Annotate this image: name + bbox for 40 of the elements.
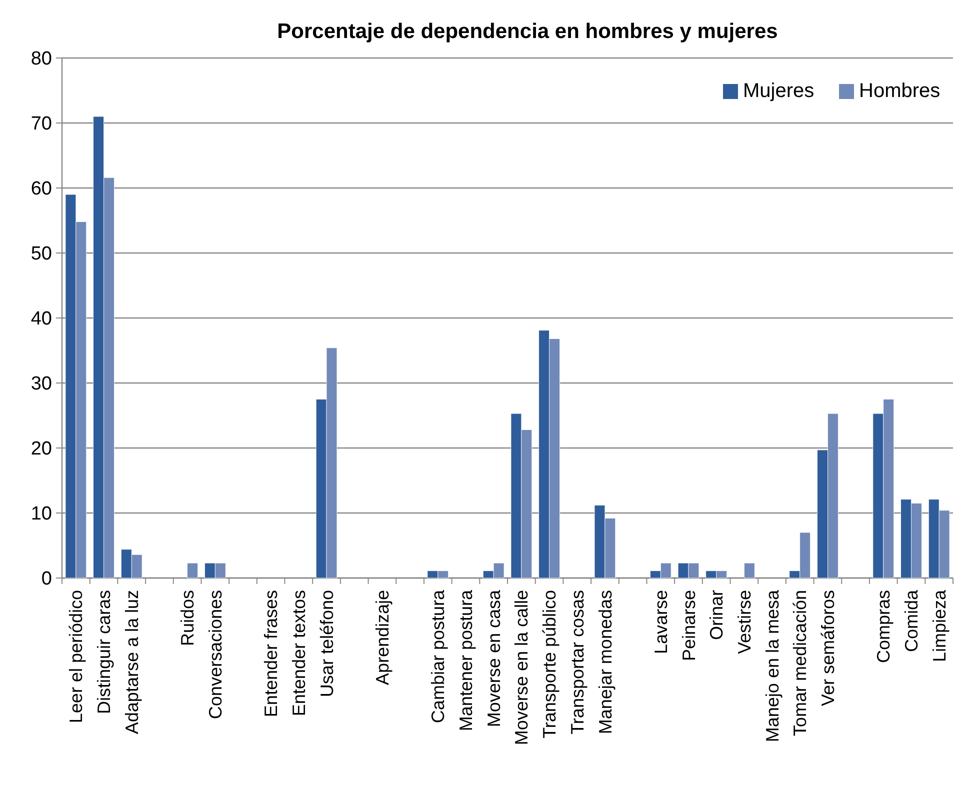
legend-label: Hombres bbox=[859, 80, 940, 102]
x-tick-label: Transportar cosas bbox=[567, 590, 588, 734]
bar bbox=[744, 562, 755, 578]
x-tick-label: Entender textos bbox=[288, 590, 309, 716]
x-tick-label: Mantener postura bbox=[456, 589, 476, 732]
y-tick-label: 40 bbox=[30, 308, 52, 330]
bar bbox=[187, 562, 198, 578]
x-tick-label: Aprendizaje bbox=[372, 590, 393, 686]
y-tick-label: 70 bbox=[30, 114, 52, 135]
x-tick-label: Comida bbox=[902, 589, 922, 652]
x-tick-label: Cambiar postura bbox=[428, 589, 448, 724]
x-tick-label: Peinarse bbox=[678, 590, 699, 662]
x-tick-label: Ruidos bbox=[178, 590, 198, 646]
y-tick-label: 20 bbox=[30, 438, 52, 460]
y-tick-label: 0 bbox=[41, 568, 52, 590]
y-tick-label: 30 bbox=[30, 374, 52, 395]
y-tick-label: 10 bbox=[30, 504, 52, 525]
x-tick-label: Distinguir caras bbox=[94, 590, 114, 714]
x-tick-label: Compras bbox=[874, 590, 894, 664]
x-tick-label: Manejar monedas bbox=[595, 590, 616, 734]
x-tick-label: Usar teléfono bbox=[316, 590, 337, 698]
y-tick-label: 60 bbox=[30, 178, 52, 200]
x-tick-label: Conversaciones bbox=[205, 590, 226, 720]
y-tick-label: 80 bbox=[30, 48, 52, 70]
x-tick-label: Manejo en la mesa bbox=[762, 589, 782, 742]
x-tick-label: Orinar bbox=[706, 590, 727, 640]
x-tick-label: Entender frases bbox=[261, 590, 282, 718]
x-tick-label: Limpieza bbox=[929, 589, 950, 662]
x-tick-label: Adaptarse a la luz bbox=[122, 590, 142, 734]
chart-title: Porcentaje de dependencia en hombres y mujeres bbox=[277, 20, 778, 43]
x-tick-label: Transporte público bbox=[540, 590, 560, 738]
x-tick-label: Leer el periódico bbox=[66, 590, 86, 724]
x-tick-label: Moverse en casa bbox=[484, 589, 504, 728]
x-tick-label: Vestirse bbox=[734, 590, 754, 654]
x-tick-label: Tomar medicación bbox=[790, 590, 810, 736]
x-tick-label: Ver semáforos bbox=[818, 590, 838, 706]
legend-label: Mujeres bbox=[743, 80, 814, 102]
x-tick-label: Moverse en la calle bbox=[512, 590, 532, 746]
y-tick-label: 50 bbox=[30, 244, 52, 265]
x-tick-label: Lavarse bbox=[650, 590, 671, 654]
